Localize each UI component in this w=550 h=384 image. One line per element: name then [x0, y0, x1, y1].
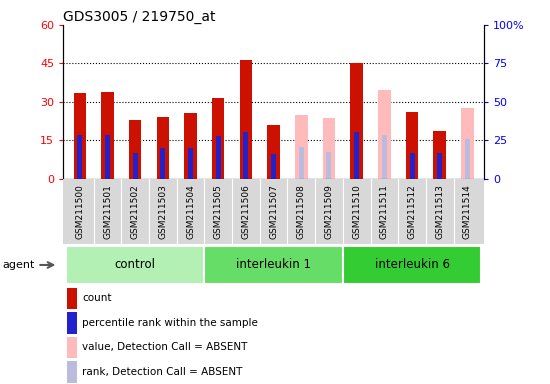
Text: rank, Detection Call = ABSENT: rank, Detection Call = ABSENT	[82, 367, 243, 377]
Bar	[161, 148, 166, 179]
Bar	[343, 246, 481, 284]
Bar	[74, 93, 86, 179]
Text: agent: agent	[3, 260, 35, 270]
Text: GSM211504: GSM211504	[186, 184, 195, 238]
Text: percentile rank within the sample: percentile rank within the sample	[82, 318, 258, 328]
Bar	[461, 108, 474, 179]
Bar	[437, 153, 442, 179]
Text: GSM211500: GSM211500	[75, 184, 84, 239]
Bar	[382, 135, 387, 179]
Text: interleukin 1: interleukin 1	[236, 258, 311, 271]
Bar	[244, 132, 249, 179]
Text: GSM211513: GSM211513	[435, 184, 444, 239]
Text: GSM211502: GSM211502	[131, 184, 140, 238]
Bar	[465, 139, 470, 179]
Bar	[68, 288, 76, 309]
Bar	[271, 154, 276, 179]
Bar	[68, 361, 76, 382]
Text: GSM211501: GSM211501	[103, 184, 112, 239]
Bar	[350, 63, 363, 179]
Text: GDS3005 / 219750_at: GDS3005 / 219750_at	[63, 10, 216, 23]
Text: count: count	[82, 293, 112, 303]
Text: interleukin 6: interleukin 6	[375, 258, 449, 271]
Text: GSM211509: GSM211509	[324, 184, 333, 239]
Text: GSM211507: GSM211507	[269, 184, 278, 239]
Bar	[406, 112, 418, 179]
Text: GSM211503: GSM211503	[158, 184, 167, 239]
Bar	[299, 147, 304, 179]
Bar	[267, 125, 280, 179]
Bar	[101, 91, 114, 179]
Text: value, Detection Call = ABSENT: value, Detection Call = ABSENT	[82, 342, 248, 352]
Bar	[323, 118, 335, 179]
Bar	[105, 135, 110, 179]
Bar	[410, 153, 415, 179]
Bar	[66, 246, 205, 284]
Bar	[78, 135, 82, 179]
Bar	[327, 152, 332, 179]
Bar	[354, 132, 359, 179]
Bar	[188, 148, 193, 179]
Text: control: control	[115, 258, 156, 271]
Bar	[184, 113, 197, 179]
Bar	[240, 60, 252, 179]
Bar	[129, 120, 141, 179]
Bar	[212, 98, 224, 179]
Bar	[433, 131, 446, 179]
Bar	[382, 135, 387, 179]
Bar	[216, 136, 221, 179]
Bar	[157, 117, 169, 179]
Bar	[133, 153, 138, 179]
Bar	[68, 336, 76, 358]
Text: GSM211510: GSM211510	[352, 184, 361, 239]
Bar	[378, 90, 390, 179]
Text: GSM211506: GSM211506	[241, 184, 250, 239]
Text: GSM211511: GSM211511	[380, 184, 389, 239]
Text: GSM211514: GSM211514	[463, 184, 472, 238]
Bar	[68, 312, 76, 334]
Text: GSM211505: GSM211505	[214, 184, 223, 239]
Text: GSM211512: GSM211512	[408, 184, 416, 238]
Text: GSM211508: GSM211508	[297, 184, 306, 239]
Bar	[295, 114, 307, 179]
Bar	[205, 246, 343, 284]
